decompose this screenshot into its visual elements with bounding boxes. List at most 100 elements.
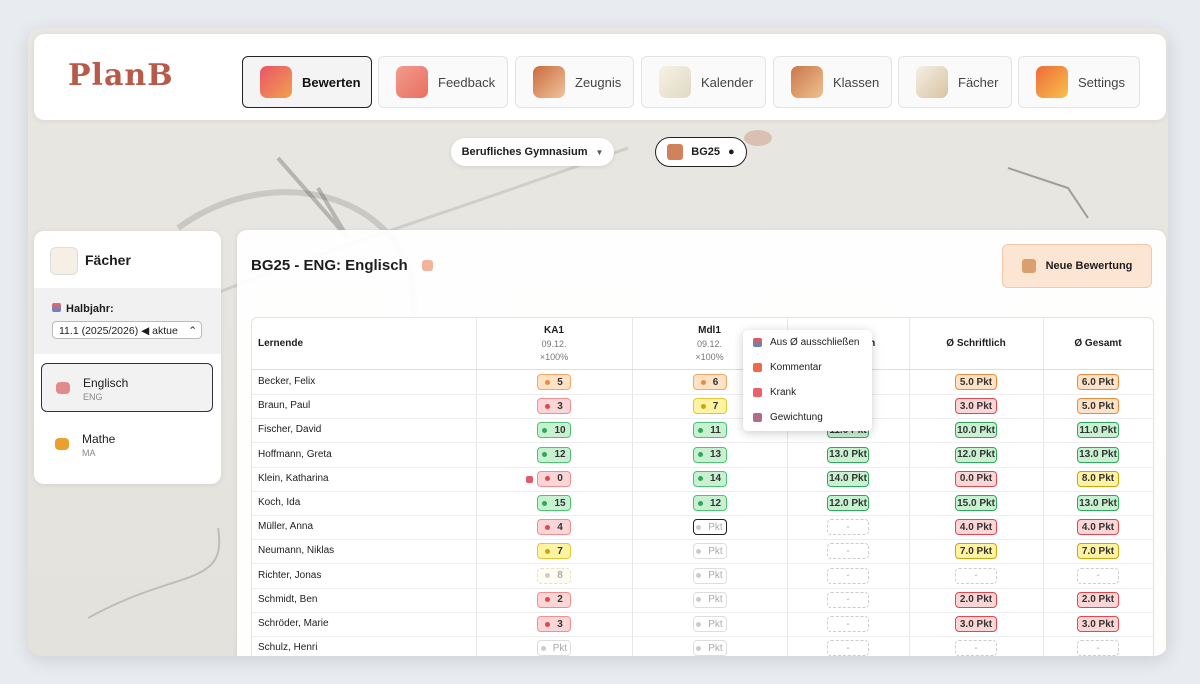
subject-name: Englisch	[83, 376, 129, 390]
new-grade-button[interactable]: Neue Bewertung	[1002, 244, 1152, 288]
student-name: Richter, Jonas	[258, 569, 322, 581]
grade-cell[interactable]: 2	[537, 591, 571, 608]
grade-value: 10	[554, 424, 566, 436]
app-window: PlanB Bewerten Feedback Zeugnis Kalender Kla…	[28, 28, 1168, 656]
nav-button[interactable]: Settings	[1018, 56, 1140, 108]
grade-cell[interactable]: 14	[692, 470, 727, 487]
subject-item[interactable]: Mathe MA	[41, 420, 213, 469]
subject-icon	[56, 382, 70, 394]
grade-cell[interactable]: 8	[537, 567, 571, 584]
average-value: 5.0 Pkt	[1081, 400, 1115, 412]
nav-label: Zeugnis	[575, 74, 622, 90]
sick-icon	[526, 475, 533, 483]
grade-value: Pkt	[708, 618, 723, 630]
average-value: 4.0 Pkt	[1081, 521, 1115, 533]
grade-cell[interactable]: 10	[537, 422, 571, 439]
grade-cell[interactable]: 0	[537, 470, 571, 487]
term-select[interactable]: 11.1 (2025/2026) ◀ aktue ⌃	[52, 321, 202, 339]
grade-value: 11	[710, 424, 721, 436]
logo: PlanB	[68, 58, 174, 93]
row-divider	[252, 418, 1153, 420]
average-value: 2.0 Pkt	[1081, 594, 1115, 606]
grade-cell[interactable]: 12	[692, 495, 727, 511]
menu-item[interactable]: Kommentar	[753, 362, 822, 373]
column-divider	[476, 318, 632, 656]
average-cell: 6.0 Pkt	[1077, 374, 1119, 390]
grade-value: 4	[557, 521, 563, 533]
grade-cell[interactable]: 5	[537, 374, 571, 390]
grade-cell[interactable]: Pkt	[537, 640, 571, 656]
row-divider	[252, 515, 1153, 516]
column-divider	[1043, 318, 1153, 656]
grade-value: 7	[557, 545, 563, 557]
nav-button[interactable]: Feedback	[378, 56, 508, 108]
nav-icon	[791, 66, 823, 98]
average-cell: 7.0 Pkt	[955, 543, 997, 560]
grade-cell[interactable]: Pkt	[692, 616, 727, 632]
row-divider	[252, 539, 1153, 541]
grade-dot	[696, 524, 702, 530]
average-cell: 8.0 Pkt	[1077, 470, 1119, 487]
column-divider	[787, 318, 909, 656]
average-cell: 12.0 Pkt	[955, 446, 997, 463]
row-divider	[252, 466, 1153, 468]
average-cell: -	[827, 640, 869, 656]
grade-value: 15	[554, 497, 566, 509]
grade-value: 8	[557, 570, 563, 582]
subject-item[interactable]: Englisch ENG	[41, 363, 213, 412]
grade-cell[interactable]: 13	[692, 446, 727, 463]
average-value: -	[846, 521, 850, 533]
average-cell: -	[1077, 640, 1119, 656]
average-value: 11.0 Pkt	[1079, 424, 1117, 436]
row-divider	[252, 611, 1153, 613]
grade-cell[interactable]: 3	[537, 616, 571, 632]
menu-item[interactable]: Krank	[753, 387, 796, 398]
average-cell: 13.0 Pkt	[1077, 495, 1119, 511]
grade-cell[interactable]: Pkt	[692, 640, 727, 656]
student-name: Müller, Anna	[258, 521, 314, 533]
column-header: Lernende	[258, 338, 304, 349]
average-cell: 5.0 Pkt	[955, 374, 997, 390]
grade-cell[interactable]: 7	[692, 398, 727, 415]
nav-button[interactable]: Bewerten	[242, 56, 372, 108]
term-label: Halbjahr:	[52, 303, 114, 315]
grade-cell[interactable]: 7	[537, 543, 571, 560]
average-cell: 3.0 Pkt	[955, 398, 997, 415]
menu-label: Kommentar	[770, 362, 822, 373]
average-value: 2.0 Pkt	[959, 594, 993, 606]
grade-value: 6	[712, 376, 719, 388]
nav-icon	[396, 66, 428, 98]
nav-button[interactable]: Zeugnis	[515, 56, 634, 108]
grade-dot	[540, 645, 546, 651]
nav-button[interactable]: Kalender	[641, 56, 766, 108]
school-select[interactable]: Berufliches Gymnasium ▼	[451, 138, 614, 166]
grade-cell[interactable]: 11	[692, 422, 727, 439]
grade-cell[interactable]: 3	[537, 398, 571, 415]
grade-cell[interactable]: 4	[537, 519, 571, 536]
main-title: BG25 - ENG: Englisch	[251, 257, 408, 274]
grade-cell[interactable]: 12	[537, 446, 571, 463]
average-cell: 13.0 Pkt	[1077, 446, 1119, 463]
nav-icon	[260, 66, 292, 98]
grade-cell[interactable]: Pkt	[692, 519, 727, 536]
student-name: Klein, Katharina	[258, 472, 329, 484]
average-value: 3.0 Pkt	[1081, 618, 1115, 630]
average-value: 7.0 Pkt	[1081, 545, 1115, 557]
grade-cell[interactable]: Pkt	[692, 543, 727, 560]
grade-cell[interactable]: 15	[537, 495, 571, 511]
average-cell: 15.0 Pkt	[955, 495, 997, 511]
nav-label: Settings	[1078, 74, 1125, 90]
grade-dot	[698, 427, 704, 433]
nav-button[interactable]: Fächer	[898, 56, 1012, 108]
grade-dot	[700, 403, 706, 409]
class-select[interactable]: BG25 ●	[655, 137, 747, 167]
nav-button[interactable]: Klassen	[773, 56, 892, 108]
grade-cell[interactable]: 6	[692, 374, 727, 390]
grade-cell[interactable]: Pkt	[692, 591, 727, 608]
menu-item[interactable]: Aus Ø ausschließen	[753, 337, 860, 348]
grade-cell[interactable]: Pkt	[692, 567, 727, 584]
menu-label: Gewichtung	[770, 412, 823, 423]
average-cell: 4.0 Pkt	[955, 519, 997, 536]
new-grade-label: Neue Bewertung	[1045, 260, 1133, 272]
menu-item[interactable]: Gewichtung	[753, 412, 823, 423]
